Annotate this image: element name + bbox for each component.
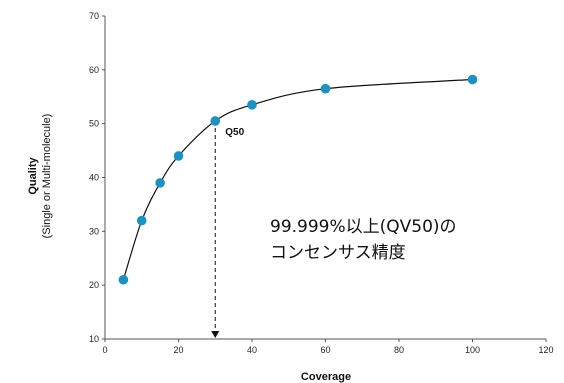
data-point	[136, 215, 147, 226]
x-tick-label: 120	[538, 345, 553, 355]
consensus-annotation-line1: 99.999%以上(QV50)の	[270, 217, 457, 237]
q50-arrow-head	[211, 331, 220, 338]
data-points	[118, 74, 478, 285]
y-axis-ticks: 10 20 30 40 50 60 70	[89, 11, 105, 344]
x-tick-label: 100	[465, 345, 480, 355]
data-point	[173, 151, 184, 161]
fit-curve	[122, 78, 473, 280]
consensus-annotation-line2: コンセンサス精度	[270, 243, 406, 263]
data-point	[210, 116, 221, 126]
y-tick-label: 40	[89, 173, 99, 183]
data-point	[155, 178, 165, 188]
data-point	[118, 274, 129, 285]
x-tick-label: 0	[102, 345, 107, 355]
data-point	[467, 74, 478, 85]
y-tick-label: 10	[89, 334, 99, 344]
y-axis-subtitle: (Single or Multi-molecule)	[41, 114, 53, 239]
y-tick-label: 50	[89, 119, 99, 129]
y-tick-label: 20	[89, 280, 99, 290]
x-tick-label: 60	[320, 345, 330, 355]
x-tick-label: 40	[247, 345, 257, 355]
x-axis-ticks: 0 20 40 60 80 100 120	[102, 339, 554, 355]
x-tick-label: 20	[173, 345, 183, 355]
x-tick-label: 80	[394, 345, 404, 355]
x-axis-title: Coverage	[301, 371, 351, 383]
data-point	[247, 100, 257, 110]
y-tick-label: 70	[89, 11, 99, 21]
y-tick-label: 30	[89, 226, 99, 236]
y-axis-title: Quality	[27, 156, 39, 194]
q50-label: Q50	[225, 127, 244, 138]
data-point	[320, 83, 331, 94]
y-tick-label: 60	[89, 65, 99, 75]
